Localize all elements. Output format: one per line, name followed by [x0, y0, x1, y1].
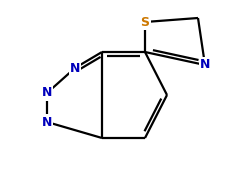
- Text: S: S: [141, 16, 150, 29]
- Text: N: N: [70, 61, 80, 75]
- Text: N: N: [200, 58, 210, 71]
- Text: N: N: [42, 86, 52, 99]
- Text: N: N: [42, 116, 52, 129]
